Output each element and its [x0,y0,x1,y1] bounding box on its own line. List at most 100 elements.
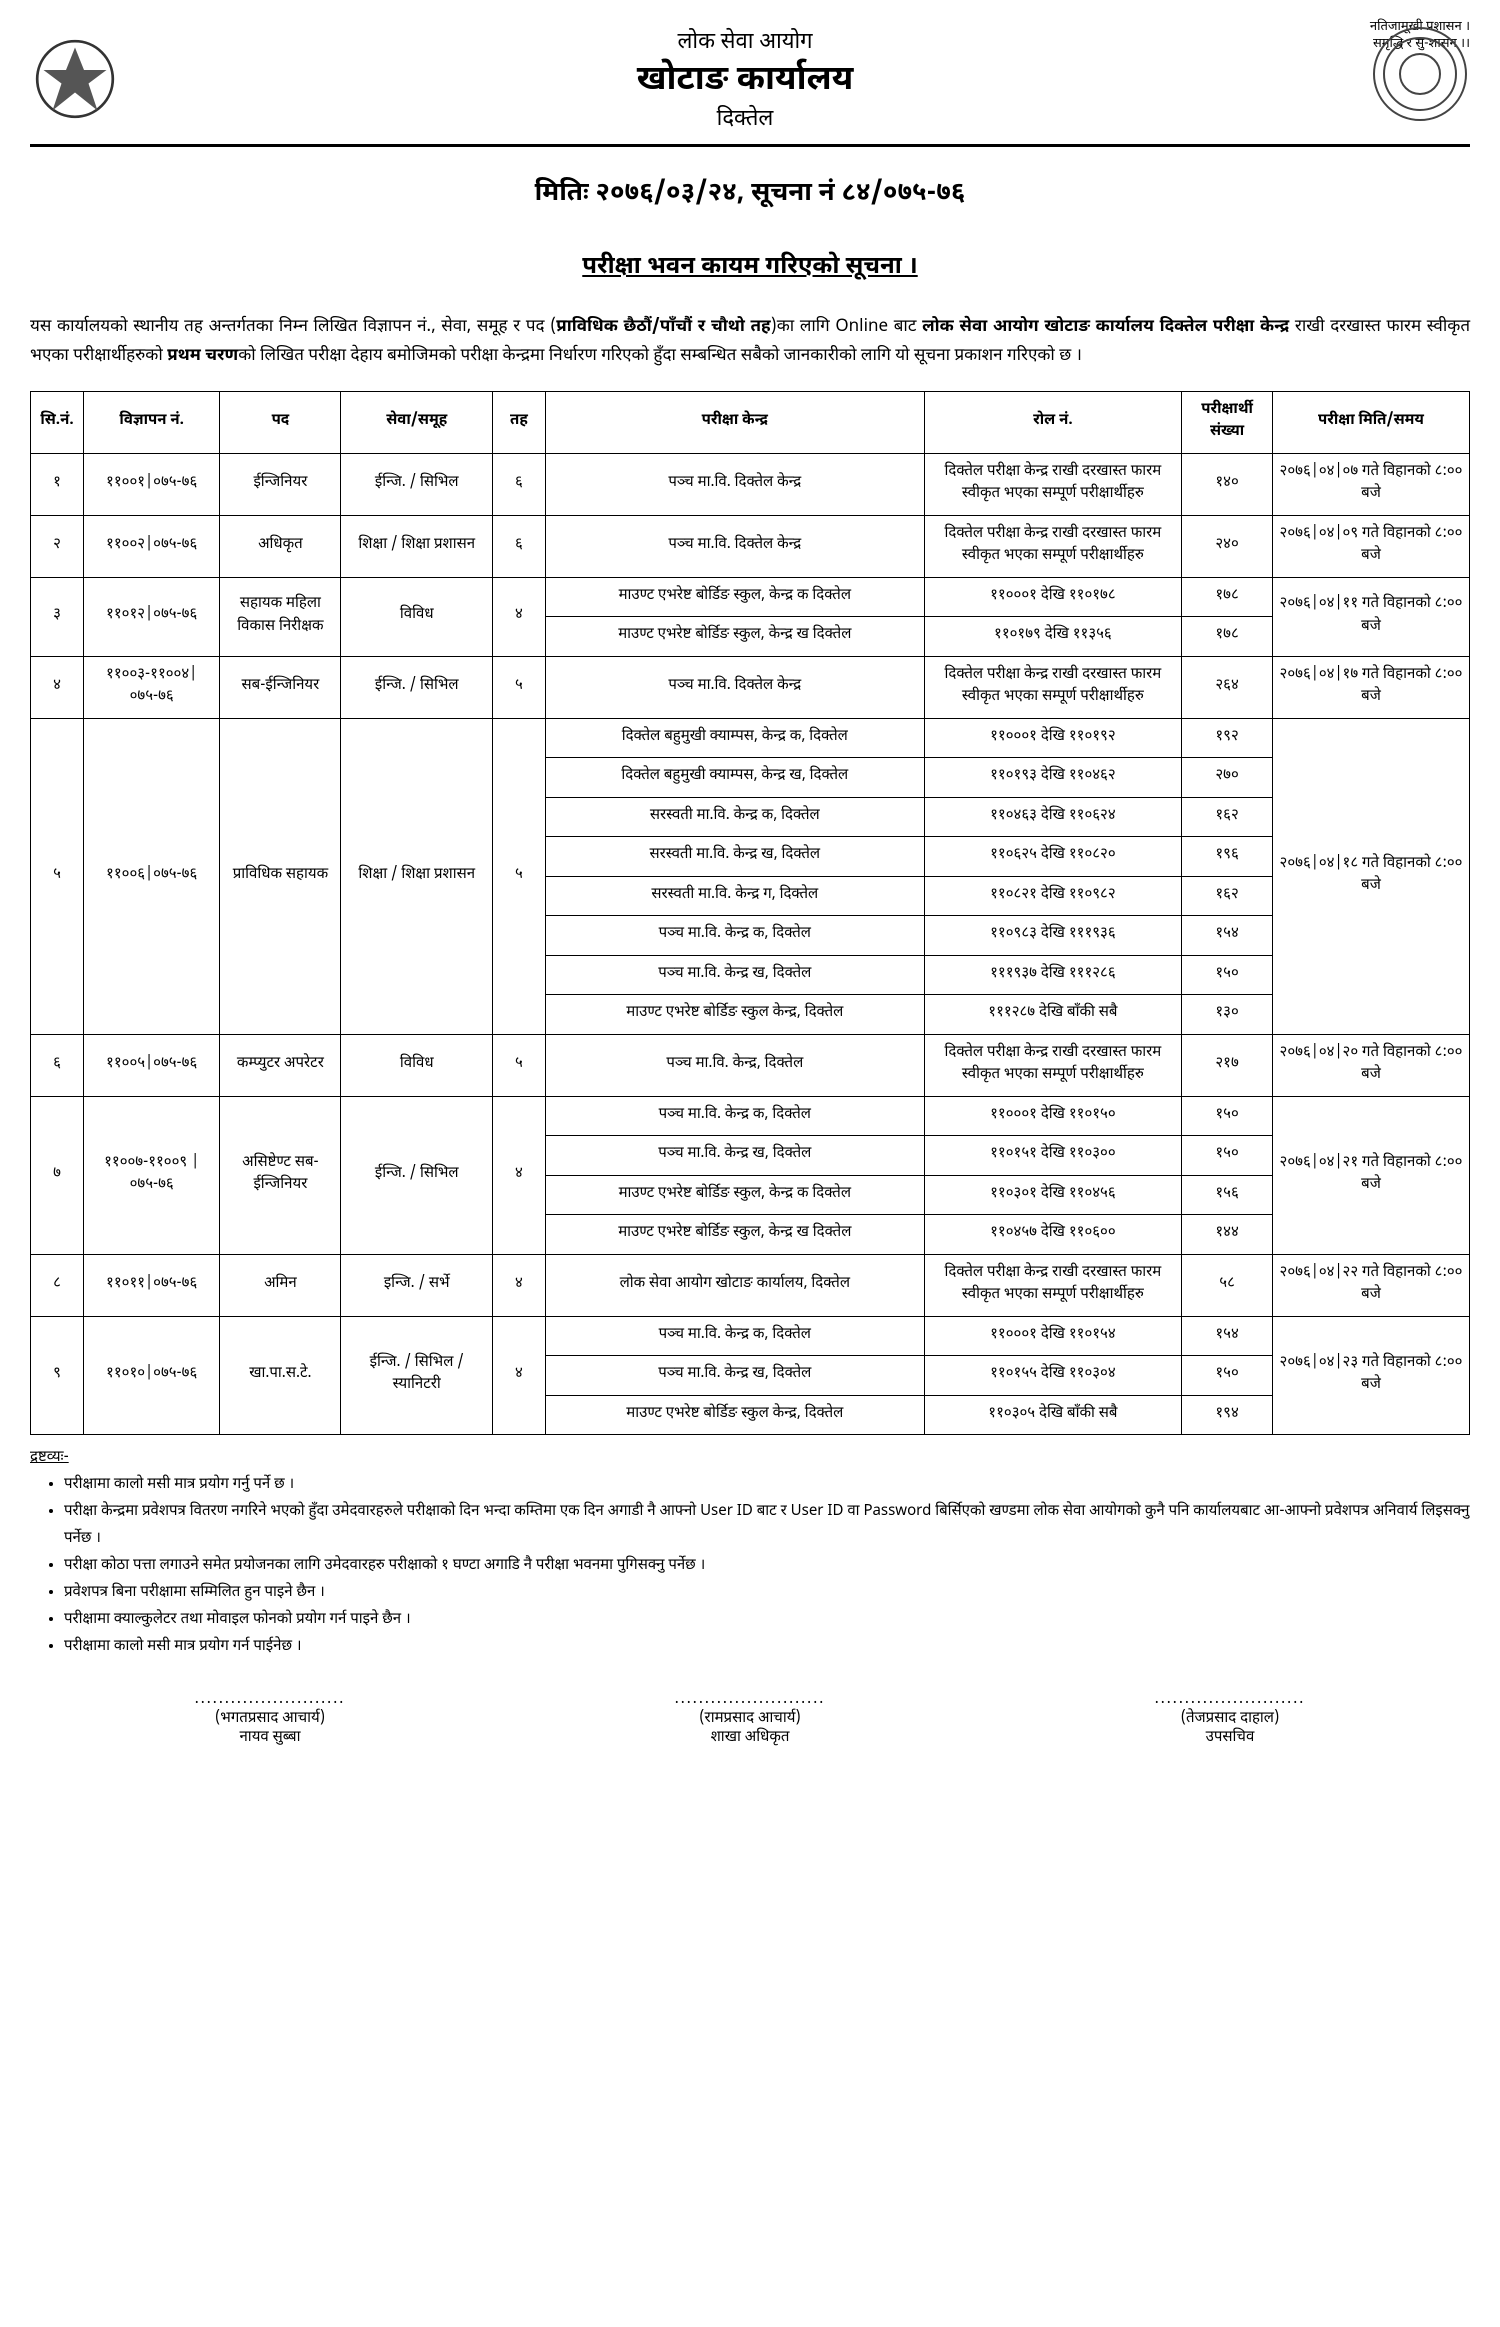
cell-count: १३० [1182,995,1273,1035]
cell-count: १६२ [1182,797,1273,837]
sig-dots: ......................... [510,1691,990,1710]
cell-post: सहायक महिला विकास निरीक्षक [220,577,341,656]
cell-post: खा.पा.स.टे. [220,1316,341,1435]
notes-heading: द्रष्टव्यः- [30,1449,1470,1468]
cell-lvl: ५ [492,1034,545,1096]
cell-roll: ११०४५७ देखि ११०६०० [924,1215,1182,1255]
note-item: परीक्षा कोठा पत्ता लगाउने समेत प्रयोजनका… [64,1553,1470,1580]
cell-roll: ११०४६३ देखि ११०६२४ [924,797,1182,837]
cell-count: १५० [1182,955,1273,995]
cell-count: १५४ [1182,1316,1273,1356]
cell-date: २०७६|०४|०७ गते विहानको ८:०० बजे [1273,453,1470,515]
cell-roll: ११०००१ देखि ११०१७८ [924,577,1182,617]
sig-name: (तेजप्रसाद दाहाल) [990,1710,1470,1729]
cell-center: पञ्च मा.वि. केन्द्र क, दिक्तेल [545,1316,924,1356]
col-serv: सेवा/समूह [341,391,492,453]
cell-adv: ११०११|०७५-७६ [84,1254,220,1316]
cell-adv: ११००१|०७५-७६ [84,453,220,515]
cell-count: १६२ [1182,876,1273,916]
cell-count: १७८ [1182,617,1273,657]
col-adv: विज्ञापन नं. [84,391,220,453]
cell-date: २०७६|०४|२३ गते विहानको ८:०० बजे [1273,1316,1470,1435]
note-item: परीक्षामा कालो मसी मात्र प्रयोग गर्नु पर… [64,1472,1470,1499]
cell-roll: ११०३०१ देखि ११०४५६ [924,1175,1182,1215]
cell-sn: ४ [31,656,84,718]
cell-sn: १ [31,453,84,515]
table-row: ९ ११०१०|०७५-७६ खा.पा.स.टे. ईन्जि. / सिभि… [31,1316,1470,1356]
cell-lvl: ६ [492,515,545,577]
cell-adv: ११००५|०७५-७६ [84,1034,220,1096]
sig-name: (भगतप्रसाद आचार्य) [30,1710,510,1729]
note-item: परीक्षा केन्द्रमा प्रवेशपत्र वितरण नगरिन… [64,1499,1470,1553]
cell-adv: ११००७-११००९ | ०७५-७६ [84,1096,220,1254]
table-row: ५ ११००६|०७५-७६ प्राविधिक सहायक शिक्षा / … [31,718,1470,758]
cell-count: १५६ [1182,1175,1273,1215]
cell-center: माउण्ट एभरेष्ट बोर्डिङ स्कुल, केन्द्र ख … [545,1215,924,1255]
cell-date: २०७६|०४|११ गते विहानको ८:०० बजे [1273,577,1470,656]
cell-count: २१७ [1182,1034,1273,1096]
cell-post: ईन्जिनियर [220,453,341,515]
cell-roll: १११२८७ देखि बाँकी सबै [924,995,1182,1035]
date-notice-number: मितिः २०७६/०३/२४, सूचना नं ८४/०७५-७६ [30,177,1470,211]
cell-post: अधिकृत [220,515,341,577]
letterhead-center: लोक सेवा आयोग खोटाङ कार्यालय दिक्तेल [120,24,1370,134]
cell-lvl: ६ [492,453,545,515]
cell-post: प्राविधिक सहायक [220,718,341,1034]
notice-body: यस कार्यालयको स्थानीय तह अन्तर्गतका निम्… [30,313,1470,371]
cell-center: पञ्च मा.वि. केन्द्र ख, दिक्तेल [545,955,924,995]
col-lvl: तह [492,391,545,453]
cell-roll: दिक्तेल परीक्षा केन्द्र राखी दरखास्त फार… [924,1254,1182,1316]
cell-serv: ईन्जि. / सिभिल / स्यानिटरी [341,1316,492,1435]
sig-dots: ......................... [990,1691,1470,1710]
cell-roll: ११०६२५ देखि ११०८२० [924,837,1182,877]
cell-center: पञ्च मा.वि. केन्द्र क, दिक्तेल [545,916,924,956]
cell-serv: ईन्जि. / सिभिल [341,1096,492,1254]
cell-adv: ११०१२|०७५-७६ [84,577,220,656]
cell-roll: ११०००१ देखि ११०१५४ [924,1316,1182,1356]
table-row: ८ ११०११|०७५-७६ अमिन इन्जि. / सर्भे ४ लोक… [31,1254,1470,1316]
cell-sn: ५ [31,718,84,1034]
cell-center: पञ्च मा.वि. केन्द्र क, दिक्तेल [545,1096,924,1136]
cell-center: पञ्च मा.वि. दिक्तेल केन्द्र [545,656,924,718]
sig-dots: ......................... [30,1691,510,1710]
col-sn: सि.नं. [31,391,84,453]
cell-sn: ७ [31,1096,84,1254]
cell-count: १५० [1182,1096,1273,1136]
table-row: ४ ११००३-११००४| ०७५-७६ सब-ईन्जिनियर ईन्जि… [31,656,1470,718]
notes-list: परीक्षामा कालो मसी मात्र प्रयोग गर्नु पर… [30,1472,1470,1661]
col-center: परीक्षा केन्द्र [545,391,924,453]
cell-serv: ईन्जि. / सिभिल [341,656,492,718]
cell-roll: ११०१५१ देखि ११०३०० [924,1136,1182,1176]
signatory-1: ......................... (भगतप्रसाद आचा… [30,1691,510,1748]
cell-center: दिक्तेल बहुमुखी क्याम्पस, केन्द्र क, दिक… [545,718,924,758]
col-count: परीक्षार्थी संख्या [1182,391,1273,453]
note-item: परीक्षामा क्याल्कुलेटर तथा मोवाइल फोनको … [64,1607,1470,1634]
cell-lvl: ४ [492,1254,545,1316]
cell-lvl: ५ [492,718,545,1034]
table-row: ३ ११०१२|०७५-७६ सहायक महिला विकास निरीक्ष… [31,577,1470,617]
cell-count: १५४ [1182,916,1273,956]
cell-center: पञ्च मा.वि. दिक्तेल केन्द्र [545,453,924,515]
cell-roll: ११०००१ देखि ११०१९२ [924,718,1182,758]
table-row: ६ ११००५|०७५-७६ कम्प्युटर अपरेटर विविध ५ … [31,1034,1470,1096]
cell-count: १९६ [1182,837,1273,877]
cell-count: १४० [1182,453,1273,515]
note-item: प्रवेशपत्र बिना परीक्षामा सम्मिलित हुन प… [64,1580,1470,1607]
signatory-3: ......................... (तेजप्रसाद दाह… [990,1691,1470,1748]
cell-post: असिष्टेण्ट सब-ईन्जिनियर [220,1096,341,1254]
table-row: ७ ११००७-११००९ | ०७५-७६ असिष्टेण्ट सब-ईन्… [31,1096,1470,1136]
body-mid-1: )का लागि Online बाट [771,316,922,338]
cell-adv: ११००६|०७५-७६ [84,718,220,1034]
cell-count: ५८ [1182,1254,1273,1316]
table-header-row: सि.नं. विज्ञापन नं. पद सेवा/समूह तह परीक… [31,391,1470,453]
cell-count: १७८ [1182,577,1273,617]
cell-date: २०७६|०४|१७ गते विहानको ८:०० बजे [1273,656,1470,718]
cell-sn: २ [31,515,84,577]
cell-center: सरस्वती मा.वि. केन्द्र ख, दिक्तेल [545,837,924,877]
table-row: २ ११००२|०७५-७६ अधिकृत शिक्षा / शिक्षा प्… [31,515,1470,577]
cell-post: कम्प्युटर अपरेटर [220,1034,341,1096]
cell-date: २०७६|०४|२० गते विहानको ८:०० बजे [1273,1034,1470,1096]
cell-roll: ११०१९३ देखि ११०४६२ [924,758,1182,798]
cell-count: १९४ [1182,1395,1273,1435]
body-bold-1: प्राविधिक छैठौं/पाँचौं र चौथो तह [556,316,770,338]
